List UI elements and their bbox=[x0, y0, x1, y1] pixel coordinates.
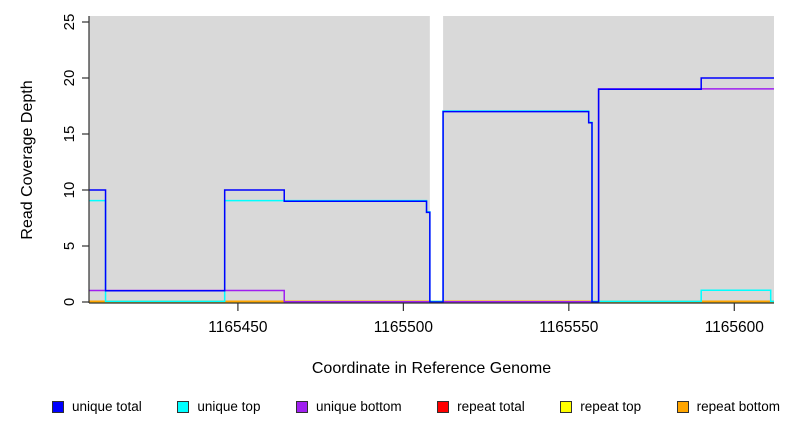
legend-item-label: repeat bottom bbox=[696, 399, 780, 414]
unique-top-swatch-icon bbox=[177, 400, 190, 413]
y-tick-label: 15 bbox=[61, 126, 78, 143]
legend-item-repeat-top: repeat top bbox=[560, 399, 641, 414]
y-tick-label: 0 bbox=[61, 298, 78, 306]
x-tick-label: 1165500 bbox=[374, 319, 434, 336]
unique-total-swatch-icon bbox=[52, 400, 64, 413]
coverage-gap-band bbox=[429, 16, 444, 303]
x-tick-label: 1165450 bbox=[208, 319, 268, 336]
legend-item-repeat-bottom: repeat bottom bbox=[676, 399, 780, 414]
legend-item-label: unique bottom bbox=[316, 399, 402, 414]
legend-item-unique-total: unique total bbox=[52, 399, 142, 414]
legend-item-unique-bottom: unique bottom bbox=[296, 399, 402, 414]
legend-item-label: repeat top bbox=[580, 399, 642, 414]
legend-item-label: unique top bbox=[197, 399, 261, 414]
legend-item-label: repeat total bbox=[457, 399, 525, 414]
legend-item-label: unique total bbox=[72, 399, 142, 414]
y-tick-label: 20 bbox=[61, 70, 78, 87]
y-axis-title: Read Coverage Depth bbox=[19, 80, 36, 240]
y-tick-label: 10 bbox=[61, 182, 78, 199]
legend: unique total unique top unique bottom re… bbox=[52, 399, 780, 414]
x-axis-title: Coordinate in Reference Genome bbox=[311, 360, 552, 377]
y-tick-label: 25 bbox=[61, 14, 78, 31]
unique-bottom-swatch-icon bbox=[296, 400, 309, 413]
x-tick-label: 1165600 bbox=[705, 319, 765, 336]
repeat-bottom-swatch-icon bbox=[676, 400, 689, 413]
y-tick-label: 5 bbox=[61, 242, 78, 250]
series-line-unique-total bbox=[89, 77, 774, 303]
x-tick-label: 1165550 bbox=[539, 319, 599, 336]
legend-item-repeat-total: repeat total bbox=[437, 399, 525, 414]
repeat-top-swatch-icon bbox=[560, 400, 573, 413]
repeat-total-swatch-icon bbox=[437, 400, 450, 413]
legend-item-unique-top: unique top bbox=[177, 399, 260, 414]
